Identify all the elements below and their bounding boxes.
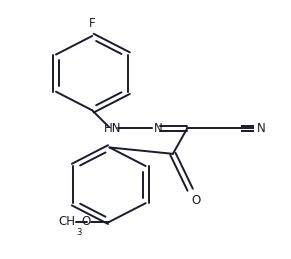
Text: O: O [191,194,201,207]
Text: HN: HN [104,122,121,135]
Text: 3: 3 [76,228,81,237]
Text: F: F [89,17,95,30]
Text: N: N [256,122,265,135]
Text: N: N [154,122,163,135]
Text: O: O [81,215,90,228]
Text: CH: CH [59,215,76,228]
